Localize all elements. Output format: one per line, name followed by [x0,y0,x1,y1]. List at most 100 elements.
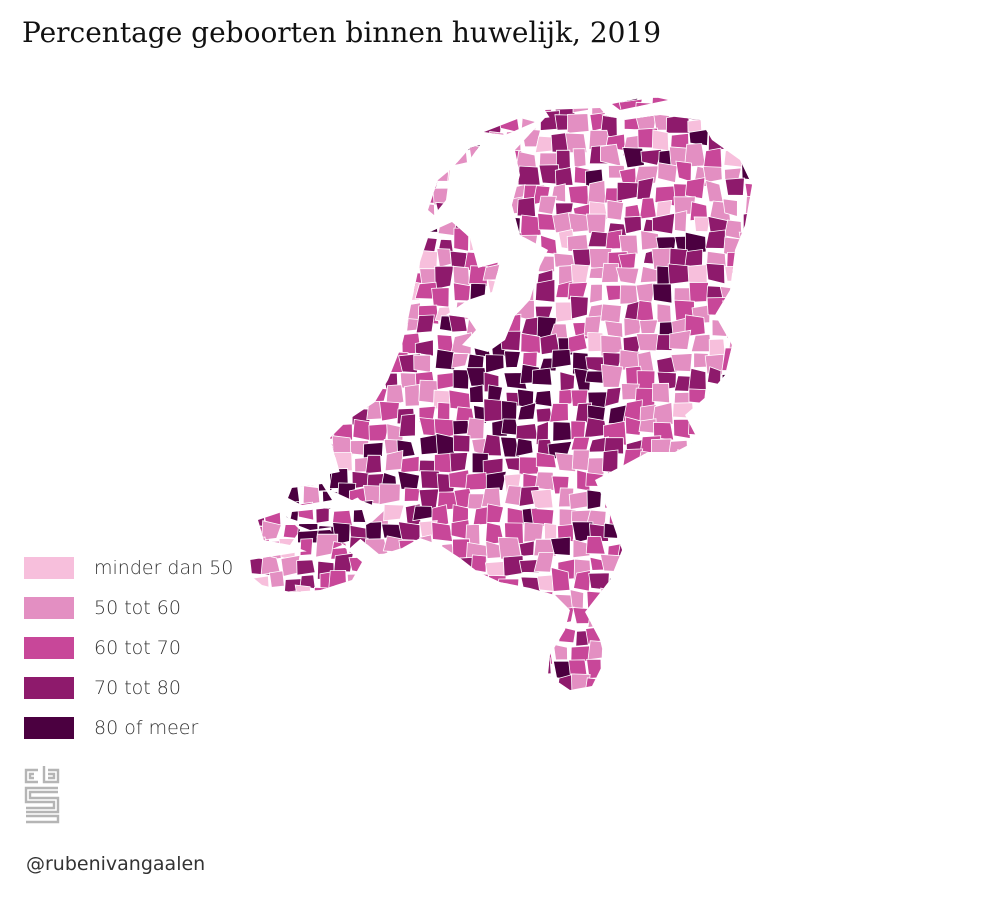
municipality-area [687,264,708,286]
municipality-area [655,487,673,512]
municipality-area [469,384,484,403]
municipality-area [285,627,303,648]
municipality-area [452,282,471,302]
municipality-area [688,388,707,404]
municipality-area [230,265,249,285]
municipality-area [267,619,285,643]
municipality-area [533,552,555,573]
municipality-area [617,536,641,560]
municipality-area [603,522,619,539]
municipality-area [413,354,431,373]
municipality-area [470,554,487,573]
municipality-area [329,588,351,607]
municipality-area [297,375,317,390]
municipality-area [665,113,691,134]
municipality-area [250,350,268,373]
municipality-area [637,96,658,97]
municipality-area [372,640,389,661]
municipality-area [328,252,347,272]
municipality-area [742,610,752,629]
municipality-area [639,197,657,220]
municipality-area [299,538,314,556]
municipality-area [449,100,475,120]
municipality-area [454,642,475,661]
municipality-area [250,300,254,321]
municipality-area [687,420,709,437]
municipality-area [655,585,674,608]
municipality-area [415,590,431,612]
municipality-area [485,470,507,491]
municipality-area [278,417,300,439]
municipality-area [670,353,693,372]
municipality-area [516,196,537,218]
municipality-area [566,96,589,104]
municipality-area [550,536,571,556]
municipality-area [482,605,503,626]
municipality-area [350,245,371,268]
municipality-area [586,489,602,510]
municipality-area [693,96,710,101]
municipality-area [600,363,624,388]
municipality-area [311,454,330,473]
municipality-area [434,265,455,290]
municipality-area [300,471,317,488]
municipality-area [312,643,331,663]
municipality-area [656,303,672,324]
legend-label: 80 of meer [94,717,199,739]
municipality-area [333,96,355,101]
municipality-area [481,487,502,508]
municipality-area [690,574,710,594]
municipality-area [486,503,504,523]
municipality-area [296,559,316,576]
municipality-area [348,96,366,115]
municipality-area [605,620,624,640]
municipality-area [740,587,752,608]
municipality-area [725,470,748,490]
municipality-area [704,576,729,597]
municipality-area [448,313,468,333]
municipality-area [704,179,724,203]
municipality-area [515,607,533,623]
legend-swatch [24,717,74,739]
municipality-area [383,285,403,301]
municipality-area [604,608,626,627]
municipality-area [519,214,542,239]
municipality-area [258,117,279,135]
municipality-area [724,320,742,339]
municipality-area [364,247,386,269]
municipality-area [688,543,704,560]
municipality-area [400,612,419,630]
municipality-area [571,449,590,472]
municipality-area [657,541,678,563]
municipality-area [737,99,752,120]
municipality-area [229,247,248,265]
municipality-area [267,661,288,683]
municipality-area [549,402,569,423]
municipality-area [725,553,746,576]
municipality-area [250,439,251,461]
municipality-area [336,346,357,370]
municipality-area [435,201,455,219]
municipality-area [382,638,402,657]
municipality-area [705,401,727,425]
municipality-area [587,640,604,661]
municipality-area [250,393,261,411]
municipality-area [294,455,316,477]
municipality-area [234,165,249,184]
municipality-area [737,287,752,306]
municipality-area [599,553,623,572]
municipality-area [744,641,752,665]
municipality-area [349,302,373,319]
municipality-area [668,622,689,643]
municipality-area [250,623,270,646]
municipality-area [481,316,503,338]
municipality-area [520,673,540,690]
municipality-area [711,319,730,337]
municipality-area [363,285,385,309]
municipality-area [744,390,752,407]
municipality-area [636,300,655,323]
municipality-area [400,455,420,474]
municipality-area [228,313,248,333]
municipality-area [279,334,296,356]
municipality-area [743,570,752,593]
